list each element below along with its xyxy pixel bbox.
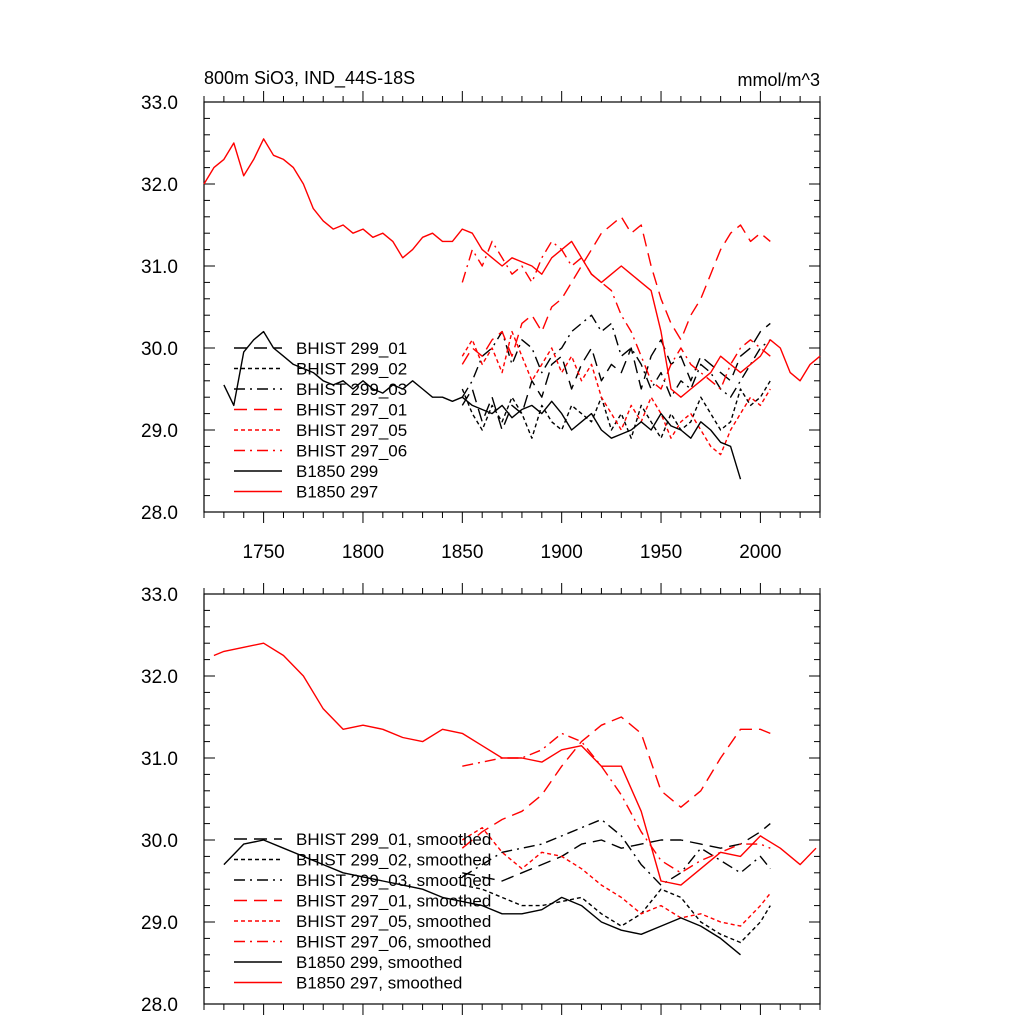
series-line xyxy=(461,322,771,431)
series-line xyxy=(213,642,817,886)
series-line xyxy=(461,818,771,886)
y-tick-label: 28.0 xyxy=(141,995,178,1016)
series-line xyxy=(461,827,771,927)
legend-label: B1850 299 xyxy=(296,462,378,481)
units-label: mmol/m^3 xyxy=(738,70,820,90)
series-line xyxy=(461,216,771,365)
legend-label: BHIST 297_05 xyxy=(296,421,407,440)
x-tick-label: 1800 xyxy=(342,542,384,563)
x-tick-label: 1900 xyxy=(541,542,583,563)
y-tick-label: 29.0 xyxy=(141,421,178,442)
legend-label: B1850 297 xyxy=(296,483,378,502)
series-line xyxy=(223,839,741,956)
x-tick-label: 2000 xyxy=(739,542,781,563)
plot-frame xyxy=(203,593,821,1005)
raw-panel: 28.0 29.0 30.0 31.0 32.0 33.0 1750 1800 1850 1900… xyxy=(141,91,821,563)
y-tick-label: 31.0 xyxy=(141,257,178,278)
chart-title: 800m SiO3, IND_44S-18S xyxy=(204,68,415,89)
legend-label: BHIST 299_01, smoothed xyxy=(296,830,491,849)
legend-label: BHIST 297_05, smoothed xyxy=(296,912,491,931)
series-line xyxy=(462,823,771,882)
series-line xyxy=(461,330,771,456)
series-line xyxy=(461,716,771,849)
x-tick-label: 1750 xyxy=(242,542,284,563)
legend-label: B1850 297, smoothed xyxy=(296,974,462,993)
series-line xyxy=(223,330,742,480)
y-tick-label: 28.0 xyxy=(141,503,178,524)
legend-label: BHIST 297_01, smoothed xyxy=(296,892,491,911)
legend-label: BHIST 299_03, smoothed xyxy=(296,871,491,890)
legend-label: BHIST 297_06 xyxy=(296,442,407,461)
y-tick-label: 30.0 xyxy=(141,339,178,360)
y-tick-label: 32.0 xyxy=(141,667,178,688)
series-line xyxy=(461,380,771,439)
legend-label: B1850 299, smoothed xyxy=(296,953,462,972)
legend-label: BHIST 299_01 xyxy=(296,339,407,358)
legend-label: BHIST 299_03 xyxy=(296,380,407,399)
legend-label: BHIST 297_01 xyxy=(296,401,407,420)
series-line xyxy=(462,732,771,874)
legend-label: BHIST 299_02 xyxy=(296,360,407,379)
y-tick-label: 29.0 xyxy=(141,913,178,934)
series-line xyxy=(203,138,821,398)
plot-frame xyxy=(203,101,821,513)
series-line xyxy=(461,240,771,390)
y-tick-label: 30.0 xyxy=(141,831,178,852)
series-line xyxy=(462,884,771,944)
y-tick-label: 33.0 xyxy=(141,93,178,114)
x-tick-label: 1850 xyxy=(441,542,483,563)
series-line xyxy=(461,314,771,398)
legend-label: BHIST 299_02, smoothed xyxy=(296,851,491,870)
x-tick-label: 1950 xyxy=(640,542,682,563)
y-tick-label: 32.0 xyxy=(141,175,178,196)
smoothed-panel: 28.0 29.0 30.0 31.0 32.0 33.0 BHIST 299_01, sm… xyxy=(141,583,821,1016)
y-tick-label: 33.0 xyxy=(141,585,178,606)
y-tick-label: 31.0 xyxy=(141,749,178,770)
legend-label: BHIST 297_06, smoothed xyxy=(296,933,491,952)
